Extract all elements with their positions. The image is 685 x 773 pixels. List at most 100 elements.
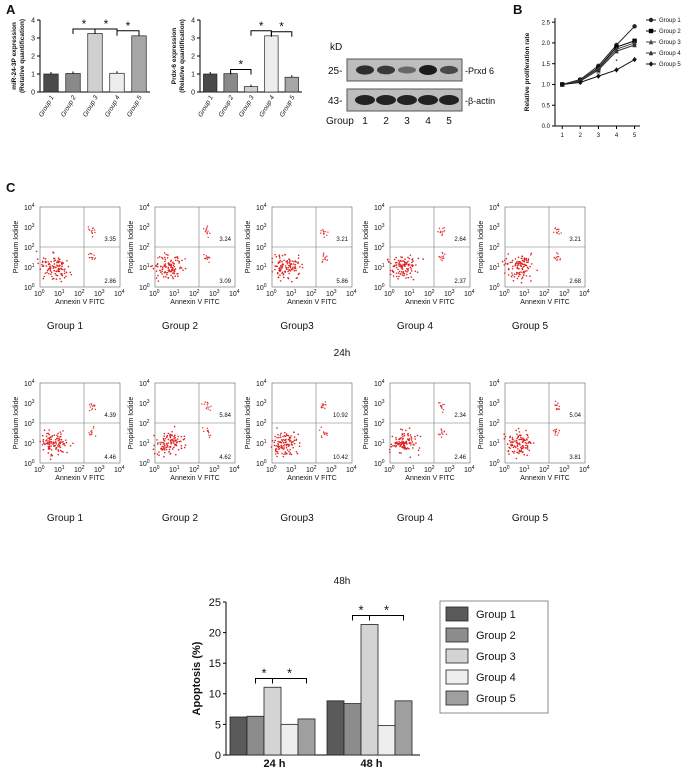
x-tick-label: Group 3 — [82, 94, 100, 118]
tick-exponent: 3 — [32, 399, 35, 405]
dot — [57, 260, 60, 262]
tick-exponent: 0 — [274, 289, 277, 295]
tick-base: 10 — [424, 291, 432, 298]
dot — [167, 438, 170, 441]
tick-exponent: 4 — [354, 289, 357, 295]
dot — [277, 442, 279, 445]
dot — [400, 267, 403, 269]
dot — [442, 257, 444, 260]
dot — [524, 270, 526, 273]
dot — [278, 255, 281, 258]
dot — [163, 256, 166, 259]
dot — [513, 445, 516, 447]
dot — [292, 263, 295, 265]
dot — [280, 432, 282, 435]
dot — [57, 453, 60, 456]
dot — [287, 445, 290, 447]
tick-base: 10 — [149, 291, 157, 298]
dot — [280, 444, 283, 447]
dot — [278, 261, 281, 264]
tick-exponent: 1 — [177, 465, 180, 471]
dot — [57, 450, 60, 452]
tick-exponent: 3 — [452, 289, 455, 295]
band — [377, 65, 395, 75]
dot — [176, 272, 179, 275]
dot — [320, 426, 322, 429]
tick-exponent: 2 — [197, 465, 200, 471]
dot — [55, 441, 57, 444]
dot — [69, 271, 72, 274]
dot — [46, 269, 49, 272]
dot — [397, 259, 400, 262]
dot — [279, 265, 282, 267]
dot — [157, 257, 159, 259]
tick-exponent: 3 — [382, 223, 385, 229]
dot — [283, 445, 285, 447]
dot — [161, 273, 163, 275]
tick-exponent: 2 — [547, 465, 550, 471]
tick-label: 104 — [24, 379, 35, 388]
dot — [163, 449, 166, 451]
tick-label: 102 — [139, 243, 150, 252]
tick-exponent: 1 — [32, 439, 35, 445]
dot — [517, 435, 520, 438]
dot — [170, 263, 173, 266]
dot — [51, 454, 54, 457]
marker — [596, 67, 601, 73]
dot — [288, 268, 290, 271]
group-label: Group 5 — [512, 513, 549, 524]
marker — [614, 67, 619, 73]
dot — [184, 444, 187, 447]
dot — [556, 258, 558, 261]
dot — [273, 441, 275, 444]
tick-exponent: 2 — [547, 289, 550, 295]
dot — [161, 441, 163, 444]
dot — [525, 275, 528, 277]
dot — [514, 258, 517, 260]
dot — [525, 264, 527, 267]
tick-label: 101 — [489, 439, 500, 448]
dot — [286, 261, 289, 263]
dot — [526, 444, 529, 447]
group-label: Group3 — [280, 513, 314, 524]
dot — [292, 266, 294, 268]
dot — [206, 258, 209, 260]
tick-exponent: 1 — [294, 289, 297, 295]
dot — [48, 429, 50, 431]
quadrant-value: 5.84 — [219, 413, 231, 419]
dot — [62, 451, 64, 453]
dot — [174, 439, 176, 441]
y-tick-label: 4 — [191, 17, 195, 24]
x-axis-label: Annexin V FITC — [55, 299, 104, 306]
dot — [207, 431, 209, 433]
dot — [56, 264, 58, 266]
dot — [410, 264, 413, 266]
dot — [170, 439, 172, 441]
dot — [523, 258, 526, 260]
tick-base: 10 — [229, 467, 237, 474]
tick-exponent: 4 — [237, 289, 240, 295]
dot — [415, 442, 417, 444]
tick-label: 101 — [169, 465, 180, 474]
dot — [527, 261, 529, 264]
significance-label: * — [238, 58, 243, 72]
x-tick-label: 3 — [597, 133, 601, 139]
dot — [393, 258, 396, 261]
dot — [178, 262, 180, 264]
dot — [57, 261, 60, 264]
dot — [59, 442, 62, 445]
tick-base: 10 — [374, 245, 382, 252]
dot — [515, 439, 518, 442]
dot — [553, 256, 555, 259]
tick-base: 10 — [189, 291, 197, 298]
dot — [184, 258, 186, 260]
dot — [41, 443, 44, 446]
tick-exponent: 1 — [412, 465, 415, 471]
tick-exponent: 0 — [274, 465, 277, 471]
quadrant-value: 3.35 — [104, 237, 116, 243]
tick-base: 10 — [374, 421, 382, 428]
dot — [171, 276, 174, 278]
x-tick-label: 1 — [561, 133, 565, 139]
tick-label: 104 — [139, 203, 150, 212]
dot — [288, 264, 290, 267]
